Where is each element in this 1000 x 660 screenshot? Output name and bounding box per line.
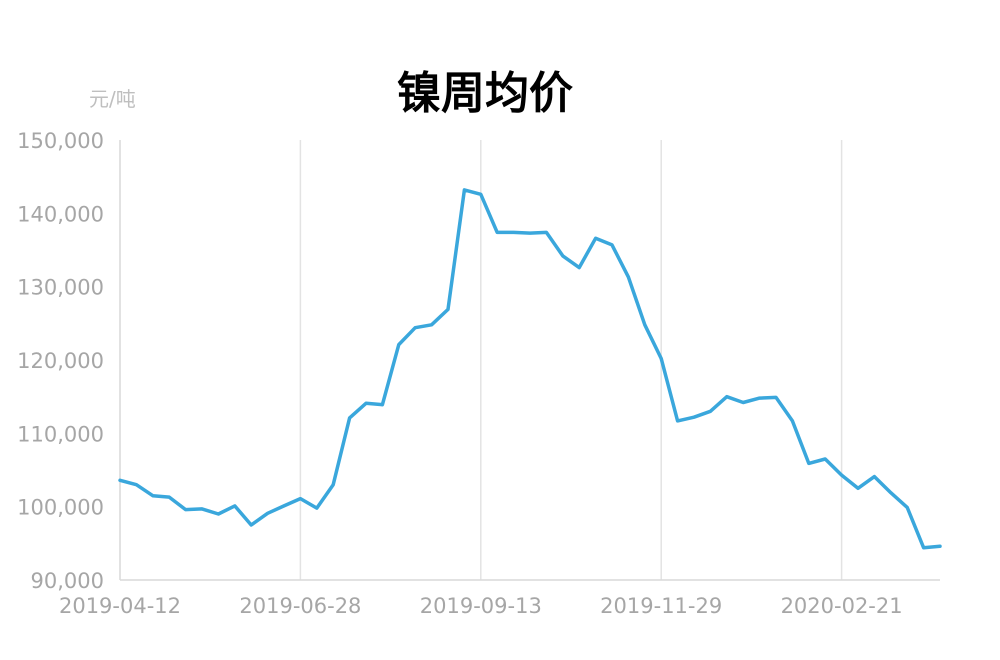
gridlines	[299, 140, 843, 580]
data-point	[315, 506, 319, 510]
y-tick-label: 130,000	[17, 276, 104, 300]
data-point	[331, 483, 335, 487]
data-point	[249, 523, 253, 527]
x-tick-label: 2019-04-12	[59, 594, 181, 618]
data-point	[544, 230, 548, 234]
data-point	[856, 486, 860, 490]
data-point	[167, 495, 171, 499]
data-point	[216, 512, 220, 516]
data-point	[676, 419, 680, 423]
data-point	[446, 307, 450, 311]
data-point	[151, 494, 155, 498]
data-point	[840, 473, 844, 477]
data-point	[380, 403, 384, 407]
x-tick-label: 2019-06-28	[239, 594, 361, 618]
y-tick-label: 90,000	[31, 569, 104, 593]
data-point	[594, 236, 598, 240]
data-point	[430, 323, 434, 327]
data-point	[397, 343, 401, 347]
data-point	[938, 544, 942, 548]
data-point	[905, 505, 909, 509]
data-point	[725, 395, 729, 399]
x-tick-label: 2019-11-29	[600, 594, 722, 618]
data-point	[659, 357, 663, 361]
y-tick-label: 100,000	[17, 496, 104, 520]
data-point	[889, 491, 893, 495]
data-point	[922, 546, 926, 550]
data-point	[298, 497, 302, 501]
data-point	[790, 419, 794, 423]
data-point	[364, 401, 368, 405]
y-tick-label: 110,000	[17, 422, 104, 446]
data-point	[626, 275, 630, 279]
data-point	[807, 461, 811, 465]
data-point	[282, 504, 286, 508]
data-point	[643, 323, 647, 327]
data-point	[528, 231, 532, 235]
data-point	[610, 243, 614, 247]
data-point	[823, 457, 827, 461]
x-tick-labels: 2019-04-12 2019-06-28 2019-09-13 2019-11-29…	[59, 594, 903, 618]
data-point	[512, 230, 516, 234]
chart-title: 镍周均价	[397, 68, 573, 119]
x-tick-label: 2019-09-13	[420, 594, 542, 618]
series-line	[118, 188, 942, 550]
data-point	[266, 511, 270, 515]
y-tick-labels: 90,000 100,000 110,000 120,000 130,000 140,00…	[17, 129, 104, 593]
data-point	[758, 396, 762, 400]
data-point	[495, 230, 499, 234]
y-tick-label: 150,000	[17, 129, 104, 153]
data-point	[479, 192, 483, 196]
data-point	[692, 415, 696, 419]
data-point	[774, 395, 778, 399]
data-point	[462, 188, 466, 192]
y-tick-label: 140,000	[17, 202, 104, 226]
data-point	[134, 483, 138, 487]
data-point	[413, 326, 417, 330]
data-point	[348, 416, 352, 420]
y-axis-unit-label: 元/吨	[89, 87, 136, 111]
data-point	[118, 478, 122, 482]
y-tick-label: 120,000	[17, 349, 104, 373]
x-tick-label: 2020-02-21	[781, 594, 903, 618]
data-point	[577, 266, 581, 270]
data-point	[233, 504, 237, 508]
data-point	[561, 254, 565, 258]
data-point	[200, 507, 204, 511]
data-point	[872, 475, 876, 479]
data-point	[708, 409, 712, 413]
series-group	[118, 188, 942, 550]
data-point	[741, 401, 745, 405]
data-point	[184, 508, 188, 512]
